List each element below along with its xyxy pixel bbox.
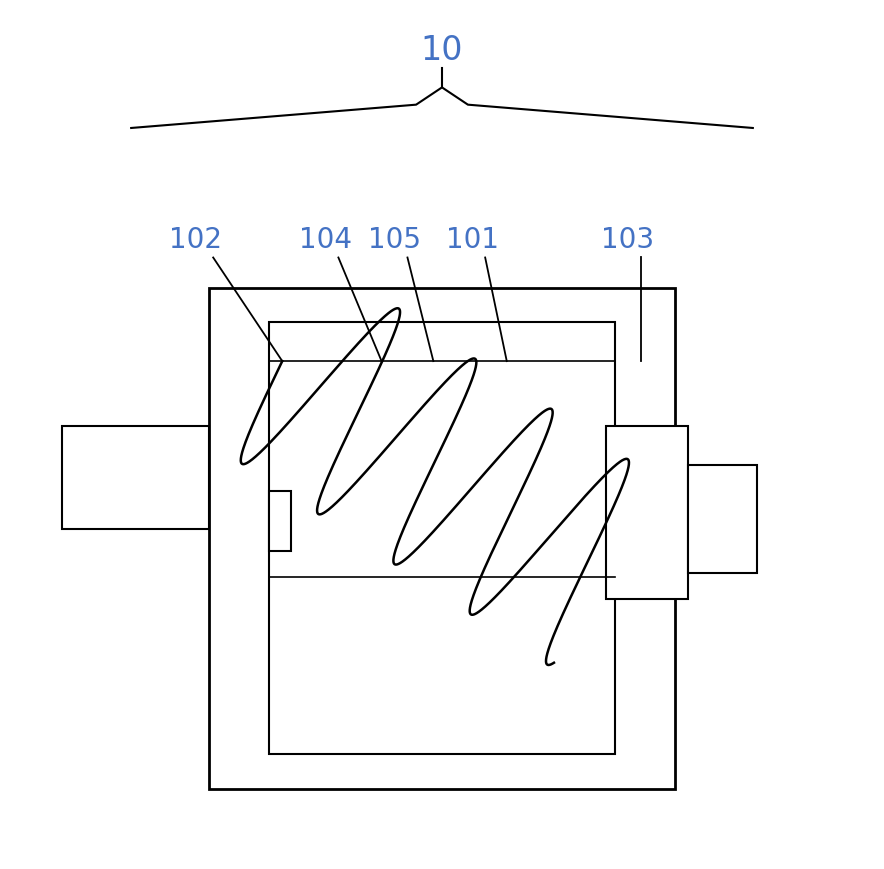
Text: 104: 104 xyxy=(299,226,352,255)
Text: 102: 102 xyxy=(170,226,223,255)
Text: 103: 103 xyxy=(601,226,654,255)
Text: 10: 10 xyxy=(421,34,463,67)
Bar xyxy=(606,426,688,599)
Text: 101: 101 xyxy=(446,226,499,255)
Bar xyxy=(270,491,291,551)
Bar xyxy=(688,465,758,573)
Bar xyxy=(62,426,209,529)
Text: 105: 105 xyxy=(368,226,421,255)
Bar xyxy=(209,288,675,788)
Bar xyxy=(270,322,614,754)
